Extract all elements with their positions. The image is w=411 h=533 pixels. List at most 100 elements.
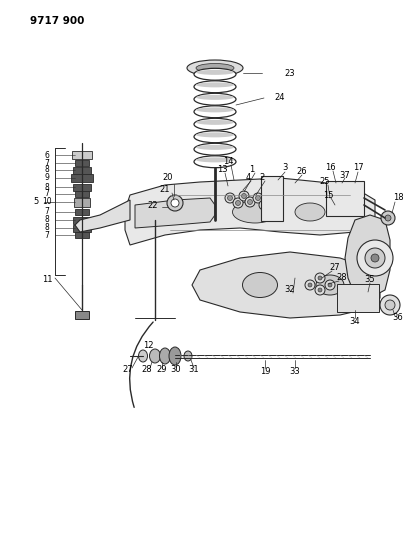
Bar [261,175,283,221]
Ellipse shape [187,60,243,76]
Ellipse shape [196,120,234,125]
Ellipse shape [194,81,236,93]
Bar [74,198,90,206]
Text: 27: 27 [330,263,340,272]
Text: 28: 28 [337,273,347,282]
Circle shape [325,280,335,290]
Ellipse shape [196,63,234,72]
Circle shape [381,211,395,225]
Circle shape [225,193,235,203]
Ellipse shape [194,68,236,80]
Bar [326,181,364,215]
Circle shape [261,203,266,207]
Ellipse shape [295,203,325,221]
Polygon shape [125,178,375,245]
Text: 5: 5 [33,198,39,206]
Bar [75,232,89,238]
Bar [73,166,91,174]
Circle shape [365,248,385,268]
Bar [73,216,91,223]
Text: 9: 9 [44,174,49,182]
Circle shape [245,197,255,207]
Circle shape [318,276,322,280]
Text: 19: 19 [260,367,270,376]
Circle shape [167,195,183,211]
Text: 10: 10 [42,198,52,206]
Text: 21: 21 [160,185,170,195]
Ellipse shape [194,93,236,105]
Ellipse shape [184,351,192,361]
Text: 13: 13 [217,166,227,174]
Ellipse shape [194,131,236,143]
Circle shape [385,300,395,310]
Circle shape [315,285,325,295]
Circle shape [228,196,233,200]
Text: 23: 23 [285,69,296,77]
Ellipse shape [196,107,234,112]
Bar [73,224,91,231]
Ellipse shape [194,156,236,168]
Text: 3: 3 [282,164,288,173]
Ellipse shape [196,70,234,75]
Circle shape [247,199,252,205]
Text: 7: 7 [44,158,49,167]
Ellipse shape [316,275,344,295]
Text: 33: 33 [290,367,300,376]
Circle shape [171,199,179,207]
Text: 16: 16 [325,164,335,173]
Text: 7: 7 [44,190,49,198]
Circle shape [233,198,243,208]
Text: 29: 29 [157,366,167,375]
Circle shape [357,240,393,276]
Circle shape [259,200,269,210]
Polygon shape [192,252,380,318]
Ellipse shape [139,350,148,362]
Text: 22: 22 [148,200,158,209]
Bar [75,209,89,215]
Text: 37: 37 [339,171,350,180]
Circle shape [239,191,249,201]
Text: 31: 31 [189,366,199,375]
Circle shape [315,273,325,283]
Text: 6: 6 [44,150,49,159]
Text: 34: 34 [350,318,360,327]
Ellipse shape [196,83,234,87]
Ellipse shape [194,118,236,130]
Text: 32: 32 [285,286,296,295]
Text: 11: 11 [42,276,52,285]
Circle shape [305,280,315,290]
Text: 27: 27 [123,366,133,375]
Ellipse shape [169,347,181,365]
Bar [75,191,89,197]
Circle shape [371,254,379,262]
Ellipse shape [242,272,277,297]
Text: 30: 30 [171,366,181,375]
Ellipse shape [150,349,161,363]
Text: 8: 8 [45,166,49,174]
Ellipse shape [233,201,277,223]
Ellipse shape [196,95,234,100]
Bar [337,284,379,312]
Polygon shape [135,198,215,228]
Bar [72,151,92,159]
Ellipse shape [194,106,236,118]
Text: 28: 28 [142,366,152,375]
Text: 7: 7 [44,230,49,239]
Circle shape [328,283,332,287]
Text: 18: 18 [393,193,403,203]
Text: 8: 8 [45,182,49,191]
Bar [75,160,89,166]
Bar [71,174,93,182]
Text: 8: 8 [45,223,49,232]
Circle shape [242,193,247,198]
Circle shape [236,200,240,206]
Text: 17: 17 [353,164,363,173]
Text: 14: 14 [223,157,233,166]
Text: 8: 8 [45,215,49,224]
Text: 2: 2 [259,174,265,182]
Text: 4: 4 [245,174,251,182]
Text: 35: 35 [365,276,375,285]
Text: 12: 12 [143,341,153,350]
Text: 7: 7 [44,207,49,216]
Circle shape [385,215,391,221]
